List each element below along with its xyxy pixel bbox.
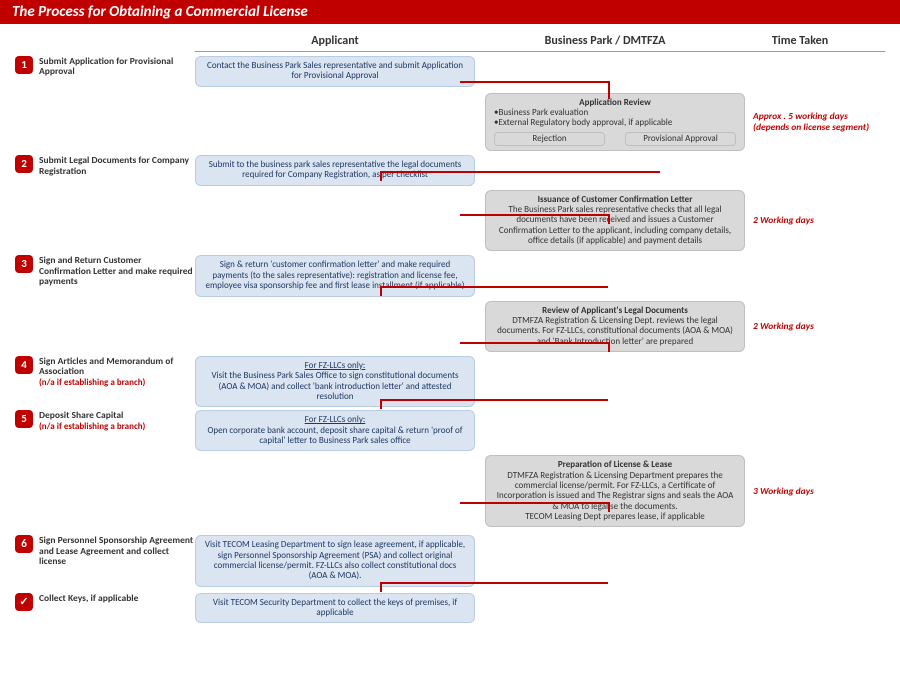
- review-5-body: DTMFZA Registration & Licensing Departme…: [494, 471, 736, 523]
- col-bp: Business Park / DMTFZA: [475, 34, 735, 51]
- step-7-label: ✓ Collect Keys, if applicable: [15, 593, 195, 611]
- step-1-title: Submit Application for Provisional Appro…: [39, 56, 195, 77]
- step-2-label: 2 Submit Legal Documents for Company Reg…: [15, 155, 195, 176]
- connector: [608, 81, 610, 99]
- connector: [608, 342, 610, 352]
- step-4-label: 4 Sign Articles and Memorandum of Associ…: [15, 356, 195, 388]
- review-5-box: Preparation of License & Lease DTMFZA Re…: [485, 455, 745, 527]
- connector: [380, 399, 608, 401]
- step-4-note: (n/a if establishing a branch): [39, 377, 195, 388]
- step-3-applicant-box: Sign & return 'customer confirmation let…: [195, 255, 475, 296]
- step-6-applicant-box: Visit TECOM Leasing Department to sign l…: [195, 535, 475, 586]
- row-step-5: 5 Deposit Share Capital (n/a if establis…: [15, 410, 885, 451]
- step-6-label: 6 Sign Personnel Sponsorship Agreement a…: [15, 535, 195, 566]
- row-review-3: Review of Applicant's Legal Documents DT…: [15, 301, 885, 352]
- review-5-time: 3 Working days: [753, 486, 883, 496]
- row-step-6: 6 Sign Personnel Sponsorship Agreement a…: [15, 535, 885, 586]
- row-step-3: 3 Sign and Return Customer Confirmation …: [15, 255, 885, 296]
- review-3-time: 2 Working days: [753, 321, 883, 331]
- connector: [380, 582, 382, 592]
- row-review-1: Application Review •Business Park evalua…: [15, 93, 885, 151]
- approval-box: Provisional Approval: [625, 132, 736, 146]
- connector: [608, 502, 610, 512]
- connector: [380, 582, 608, 584]
- connector: [608, 214, 610, 224]
- step-6-title: Sign Personnel Sponsorship Agreement and…: [39, 535, 195, 566]
- review-1-decision: Rejection Provisional Approval: [494, 132, 736, 146]
- col-applicant: Applicant: [195, 34, 475, 51]
- connector: [380, 286, 382, 296]
- connector: [380, 171, 382, 181]
- connector: [380, 171, 660, 173]
- row-review-5: Preparation of License & Lease DTMFZA Re…: [15, 455, 885, 527]
- step-6-badge: 6: [15, 535, 33, 553]
- step-1-label: 1 Submit Application for Provisional App…: [15, 56, 195, 77]
- step-5-badge: 5: [15, 410, 33, 428]
- step-4-badge: 4: [15, 356, 33, 374]
- step-3-badge: 3: [15, 255, 33, 273]
- row-step-1: 1 Submit Application for Provisional App…: [15, 56, 885, 87]
- step-5-title: Deposit Share Capital: [39, 410, 145, 420]
- step-5-label: 5 Deposit Share Capital (n/a if establis…: [15, 410, 195, 431]
- review-1-box: Application Review •Business Park evalua…: [485, 93, 745, 151]
- col-time: Time Taken: [735, 34, 865, 51]
- step-7-applicant-box: Visit TECOM Security Department to colle…: [195, 593, 475, 624]
- step-5-applicant-box: For FZ-LLCs only: Open corporate bank ac…: [195, 410, 475, 451]
- connector: [460, 214, 608, 216]
- rejection-box: Rejection: [494, 132, 605, 146]
- review-1-time: Approx . 5 working days (depends on lice…: [753, 111, 883, 132]
- review-3-box: Review of Applicant's Legal Documents DT…: [485, 301, 745, 352]
- page-header: The Process for Obtaining a Commercial L…: [0, 0, 900, 24]
- review-2-time: 2 Working days: [753, 215, 883, 225]
- step-7-badge: ✓: [15, 593, 33, 611]
- connector: [460, 342, 608, 344]
- column-headers: Applicant Business Park / DMTFZA Time Ta…: [195, 34, 885, 52]
- connector: [460, 81, 608, 83]
- row-step-7: ✓ Collect Keys, if applicable Visit TECO…: [15, 593, 885, 624]
- step-3-title: Sign and Return Customer Confirmation Le…: [39, 255, 195, 286]
- row-review-2: Issuance of Customer Confirmation Letter…: [15, 190, 885, 252]
- connector: [460, 502, 608, 504]
- step-7-title: Collect Keys, if applicable: [39, 593, 138, 603]
- review-2-box: Issuance of Customer Confirmation Letter…: [485, 190, 745, 252]
- review-2-body: The Business Park sales representative c…: [494, 205, 736, 246]
- review-1-body: •Business Park evaluation •External Regu…: [494, 108, 736, 129]
- page-title: The Process for Obtaining a Commercial L…: [12, 3, 308, 21]
- step-2-badge: 2: [15, 155, 33, 173]
- connector: [380, 286, 608, 288]
- flow-content: Applicant Business Park / DMTFZA Time Ta…: [0, 24, 900, 623]
- step-5-note: (n/a if establishing a branch): [39, 421, 145, 432]
- step-1-applicant-box: Contact the Business Park Sales represen…: [195, 56, 475, 87]
- step-3-label: 3 Sign and Return Customer Confirmation …: [15, 255, 195, 286]
- step-4-title: Sign Articles and Memorandum of Associat…: [39, 356, 195, 377]
- step-2-title: Submit Legal Documents for Company Regis…: [39, 155, 195, 176]
- connector: [380, 399, 382, 409]
- step-1-badge: 1: [15, 56, 33, 74]
